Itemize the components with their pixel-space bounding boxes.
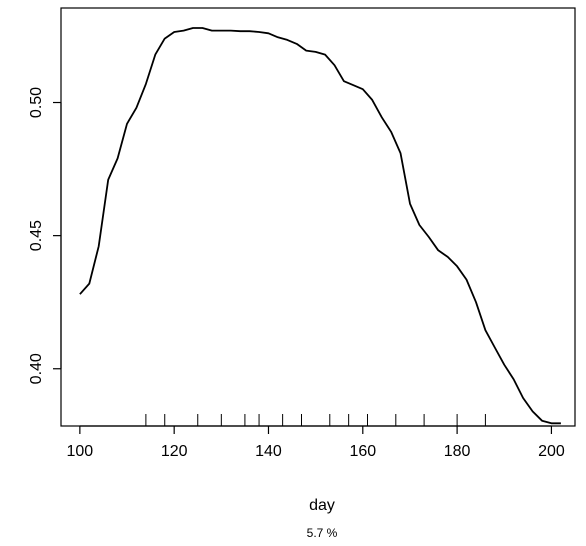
series-line xyxy=(79,27,561,425)
y-axis: 0.40 0.45 0.50 xyxy=(28,87,62,384)
x-axis-label: day xyxy=(309,497,335,514)
chart-subtitle: 5.7 % xyxy=(307,526,338,540)
x-tick-label: 140 xyxy=(255,443,282,460)
x-tick-label: 120 xyxy=(161,443,188,460)
x-tick-label: 100 xyxy=(67,443,94,460)
x-tick-label: 180 xyxy=(444,443,471,460)
x-tick-label: 200 xyxy=(538,443,565,460)
plot-frame xyxy=(60,7,576,427)
y-tick-label: 0.50 xyxy=(28,87,45,118)
y-tick-label: 0.45 xyxy=(28,220,45,251)
y-tick-label: 0.40 xyxy=(28,353,45,384)
rug-layer xyxy=(145,414,486,426)
x-tick-label: 160 xyxy=(349,443,376,460)
x-axis: 100 120 140 160 180 200 xyxy=(67,425,565,460)
